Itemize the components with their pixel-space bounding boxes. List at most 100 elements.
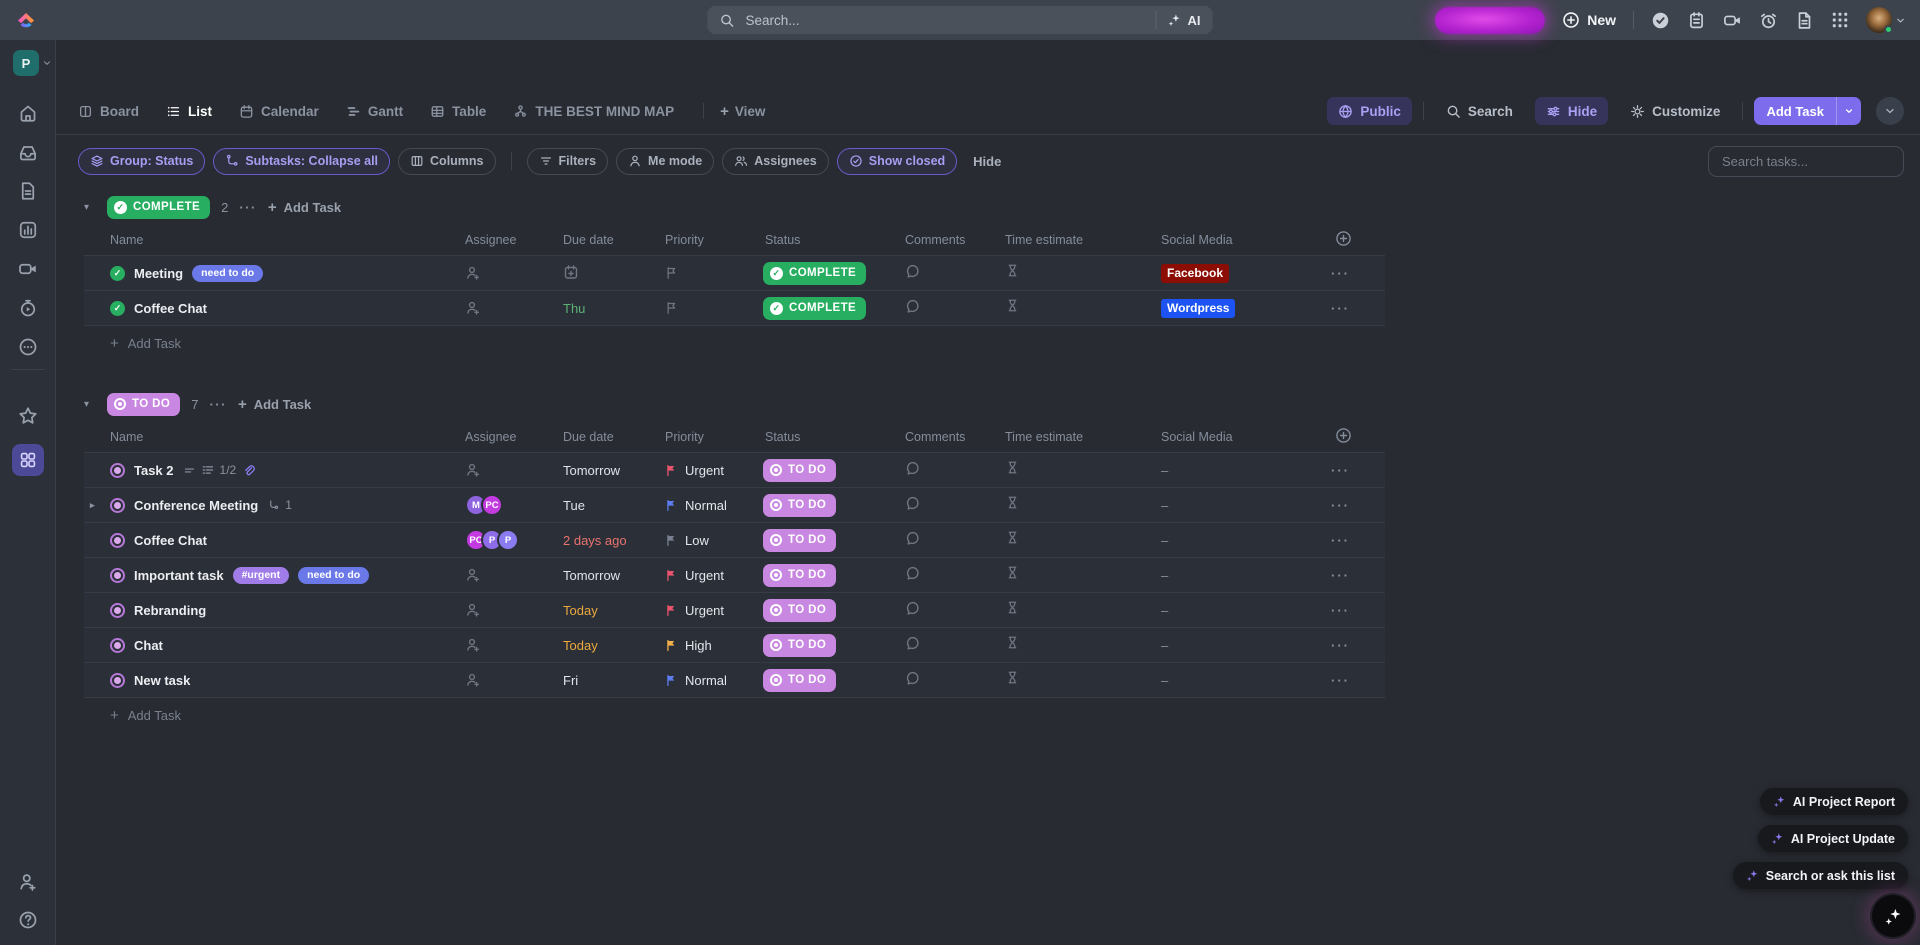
task-status-todo-icon[interactable] [110,602,125,618]
tab-board[interactable]: Board [78,104,139,119]
filter-pill-filters[interactable]: Filters [526,147,609,175]
comments-cell[interactable] [899,600,999,621]
task-title[interactable]: Chat [134,637,163,653]
time-estimate-cell[interactable] [999,565,1155,585]
column-header-name[interactable]: Name [110,430,144,444]
notes-icon[interactable] [1795,11,1814,30]
add-task-label[interactable]: Add Task [1766,103,1824,119]
add-task-button[interactable]: Add Task [1754,97,1861,125]
comments-cell[interactable] [899,460,999,481]
social-media-cell[interactable]: – [1155,533,1329,548]
priority-value[interactable]: Urgent [685,602,725,618]
time-estimate-cell[interactable] [999,635,1155,655]
row-more-button[interactable]: ··· [1331,567,1350,583]
priority-cell[interactable]: Urgent [659,603,759,618]
due-date-value[interactable]: Thu [563,300,586,316]
social-media-cell[interactable]: – [1155,498,1329,513]
assignee-cell[interactable]: PC P P [459,529,557,551]
assignee-cell[interactable] [459,602,557,618]
hourglass-icon[interactable] [1005,635,1020,650]
assignee-cell[interactable] [459,462,557,478]
priority-value[interactable]: Urgent [685,567,725,583]
filter-pill-show-closed[interactable]: Show closed [836,147,958,175]
task-row[interactable]: Important task #urgent need to do Tomorrow U… [84,558,1385,593]
priority-cell[interactable] [659,301,759,315]
collapse-header-button[interactable] [1876,97,1904,125]
column-header-assignee[interactable]: Assignee [465,233,517,247]
person-plus-icon[interactable] [465,637,481,653]
comments-cell[interactable] [899,263,999,284]
assignee-cell[interactable] [459,300,557,316]
priority-cell[interactable]: Low [659,533,759,548]
social-media-cell[interactable]: – [1155,638,1329,653]
comments-cell[interactable] [899,635,999,656]
due-date-cell[interactable]: Thu [557,301,659,316]
column-header-due-date[interactable]: Due date [563,430,614,444]
my-tasks-icon[interactable] [1651,11,1670,30]
due-date-value[interactable]: 2 days ago [563,532,627,548]
priority-value[interactable]: Normal [685,497,727,513]
priority-value[interactable]: Normal [685,672,727,688]
due-date-value[interactable]: Tomorrow [563,567,621,583]
add-task-dropdown[interactable] [1836,97,1861,125]
group-collapse-icon[interactable]: ▾ [84,398,90,410]
group-status-pill[interactable]: TO DO [107,392,181,416]
person-plus-icon[interactable] [465,300,481,316]
assignee-cell[interactable]: M PC [459,494,557,516]
due-date-value[interactable]: Tue [563,497,585,513]
time-estimate-cell[interactable] [999,263,1155,283]
row-more-button[interactable]: ··· [1331,265,1350,281]
group-more-button[interactable]: ··· [239,199,257,215]
flag-outline-icon[interactable] [665,301,679,315]
sidebar-item-invite[interactable] [17,871,39,893]
sidebar-item-spaces[interactable] [11,444,44,476]
due-date-value[interactable]: Fri [563,672,579,688]
paperclip-icon[interactable] [241,463,256,478]
task-status-complete-icon[interactable]: ✓ [110,300,125,316]
tab-gantt[interactable]: Gantt [346,104,403,119]
assignee-avatar[interactable]: P [497,529,519,551]
time-estimate-cell[interactable] [999,530,1155,550]
comment-icon[interactable] [905,635,921,651]
task-status-todo-icon[interactable] [110,672,125,688]
task-status-pill[interactable]: TO DO [763,528,837,552]
view-search-button[interactable]: Search [1435,97,1524,125]
group-more-button[interactable]: ··· [209,396,227,412]
add-column-icon[interactable] [1335,427,1352,444]
priority-cell[interactable]: Normal [659,498,759,513]
row-more-button[interactable]: ··· [1331,672,1350,688]
group-add-task-button[interactable]: + Add Task [238,397,311,412]
add-view-button[interactable]: + View [720,104,765,119]
comments-cell[interactable] [899,565,999,586]
row-more-button[interactable]: ··· [1331,532,1350,548]
social-media-cell[interactable]: – [1155,568,1329,583]
hourglass-icon[interactable] [1005,298,1020,313]
global-search-bar[interactable]: AI [707,6,1213,34]
expand-subtasks-icon[interactable]: ▸ [90,499,95,510]
add-column-icon[interactable] [1335,230,1352,247]
hide-fields-button[interactable]: Hide [1534,97,1609,125]
comment-icon[interactable] [905,565,921,581]
hourglass-icon[interactable] [1005,600,1020,615]
search-tasks-input[interactable] [1708,145,1904,177]
notepad-icon[interactable] [1687,11,1706,30]
social-media-cell[interactable]: – [1155,463,1329,478]
ai-fab-button[interactable] [1872,895,1914,937]
task-status-pill[interactable]: ✓ COMPLETE [763,261,867,285]
task-title[interactable]: Conference Meeting [134,497,259,513]
sidebar-item-dashboards[interactable] [17,219,39,241]
time-estimate-cell[interactable] [999,495,1155,515]
comments-cell[interactable] [899,670,999,691]
filter-hide-button[interactable]: Hide [973,153,1002,169]
comment-icon[interactable] [905,495,921,511]
priority-cell[interactable] [659,266,759,280]
social-media-tag[interactable]: Facebook [1161,263,1230,283]
clickup-logo-icon[interactable] [14,8,38,32]
task-title[interactable]: Important task [134,567,224,583]
task-title[interactable]: New task [134,672,191,688]
column-header-social-media[interactable]: Social Media [1161,233,1233,247]
person-plus-icon[interactable] [465,265,481,281]
assignee-avatar[interactable]: PC [481,494,503,516]
comment-icon[interactable] [905,460,921,476]
assignee-cell[interactable] [459,672,557,688]
